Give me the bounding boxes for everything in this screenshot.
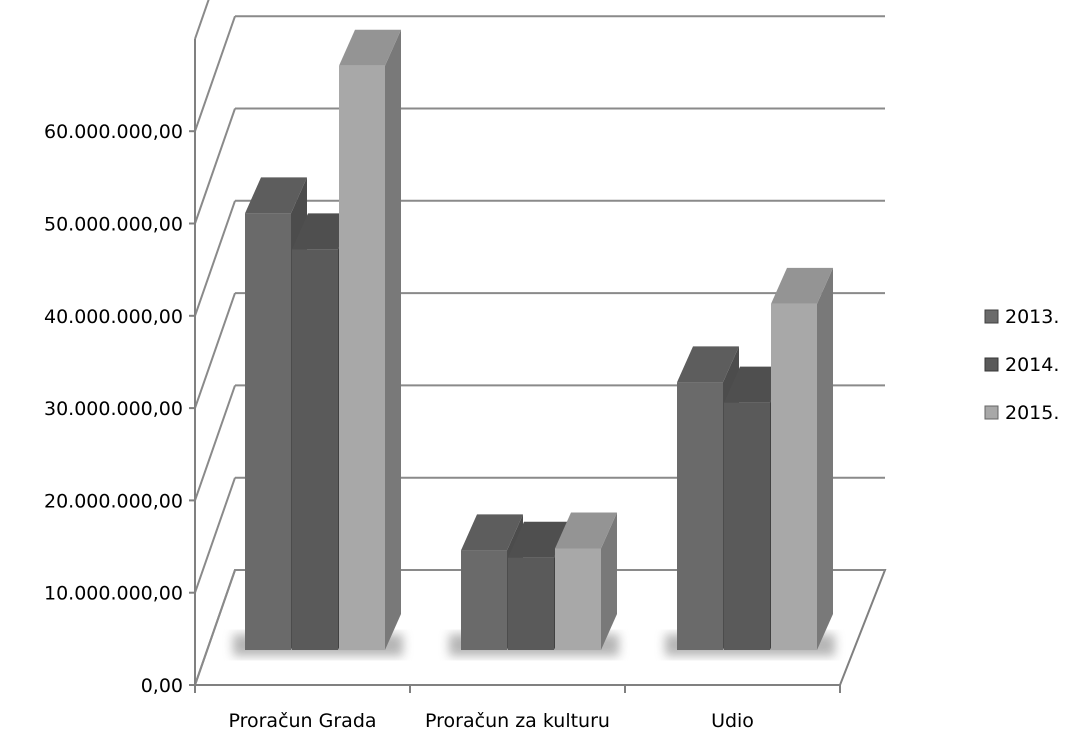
y-tick-label: 30.000.000,00 bbox=[44, 398, 183, 420]
side-wall-gridline bbox=[194, 108, 236, 224]
side-wall-gridline bbox=[194, 15, 236, 132]
bar-top-face bbox=[461, 514, 523, 551]
bar-front-face bbox=[677, 382, 723, 650]
legend-swatch bbox=[984, 405, 999, 420]
legend-label: 2014. bbox=[1005, 354, 1059, 376]
legend-label: 2013. bbox=[1005, 306, 1059, 328]
bar-front-face bbox=[461, 550, 507, 650]
legend-entry: 2013. bbox=[984, 306, 1059, 328]
legend-entry: 2014. bbox=[984, 354, 1059, 376]
legend-entry: 2015. bbox=[984, 402, 1059, 424]
bar-top-face bbox=[677, 346, 739, 383]
y-tick-label: 0,00 bbox=[141, 675, 183, 697]
bar bbox=[339, 29, 401, 651]
bar bbox=[555, 512, 617, 650]
x-axis-ticks: Proračun Grada Proračun za kulturu Udio bbox=[194, 685, 841, 732]
side-wall-gridline bbox=[194, 385, 236, 501]
legend-swatch bbox=[984, 309, 999, 324]
bars bbox=[245, 29, 833, 651]
bar-front-face bbox=[724, 402, 770, 650]
axes bbox=[194, 38, 840, 686]
y-tick-label: 10.000.000,00 bbox=[44, 583, 183, 605]
bar-top-face bbox=[555, 512, 617, 549]
bar-front-face bbox=[555, 548, 601, 650]
bar-front-face bbox=[292, 249, 338, 650]
bar-top-face bbox=[292, 213, 354, 250]
x-tick-label: Proračun Grada bbox=[228, 710, 376, 731]
side-wall-gridline bbox=[194, 292, 236, 409]
bar-front-face bbox=[771, 303, 817, 650]
y-axis-ticks: 0,00 10.000.000,00 20.000.000,00 30.000.000… bbox=[44, 121, 195, 697]
y-tick-label: 50.000.000,00 bbox=[44, 214, 183, 236]
bar-side-face bbox=[385, 29, 401, 650]
bar-top-face bbox=[508, 521, 570, 558]
y-tick-label: 40.000.000,00 bbox=[44, 306, 183, 328]
bar-top-face bbox=[724, 366, 786, 403]
legend-swatch bbox=[984, 357, 999, 372]
legend: 2013. 2014. 2015. bbox=[984, 306, 1059, 424]
side-wall-gridline bbox=[194, 0, 210, 40]
bar-top-face bbox=[245, 177, 307, 214]
bar-top-face bbox=[339, 29, 401, 66]
bar-side-face bbox=[601, 512, 617, 650]
y-tick-label: 60.000.000,00 bbox=[44, 121, 183, 143]
side-wall-gridline bbox=[194, 477, 236, 594]
bar bbox=[771, 267, 833, 650]
bar-side-face bbox=[817, 267, 833, 650]
side-wall-gridline bbox=[194, 569, 236, 686]
bar-top-face bbox=[771, 267, 833, 304]
side-wall-gridline bbox=[194, 200, 236, 317]
legend-label: 2015. bbox=[1005, 402, 1059, 424]
x-tick-label: Proračun za kulturu bbox=[425, 710, 610, 731]
y-tick-label: 20.000.000,00 bbox=[44, 490, 183, 512]
x-tick-label: Udio bbox=[711, 710, 754, 731]
bar-front-face bbox=[339, 65, 385, 651]
bar-front-face bbox=[245, 213, 291, 650]
bar-front-face bbox=[508, 557, 554, 650]
